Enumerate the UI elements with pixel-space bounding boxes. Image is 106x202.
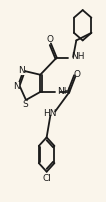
Text: O: O [46, 35, 53, 44]
Text: NH: NH [71, 53, 84, 61]
Text: N: N [19, 66, 25, 75]
Text: NH: NH [57, 87, 71, 96]
Text: S: S [23, 100, 29, 109]
Text: HN: HN [44, 109, 57, 118]
Text: Cl: Cl [42, 174, 51, 183]
Text: O: O [74, 70, 81, 79]
Text: N: N [13, 82, 20, 91]
